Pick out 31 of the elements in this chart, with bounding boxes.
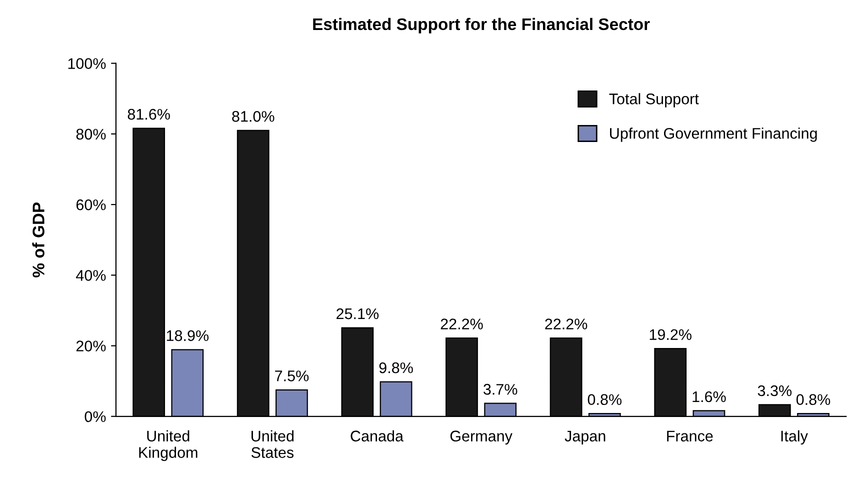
data-label: 9.8% (379, 362, 413, 374)
data-label: 18.9% (166, 330, 209, 342)
legend-label: Total Support (609, 93, 699, 108)
x-tick-label: United States (251, 430, 294, 458)
x-tick-label: France (667, 430, 713, 442)
data-label: 3.7% (484, 384, 518, 395)
data-label: 0.8% (588, 394, 622, 405)
y-tick-label: 20% (76, 340, 106, 352)
chart-title: Estimated Support for the Financial Sector (313, 18, 650, 34)
y-tick-label: 40% (76, 270, 106, 281)
x-tick-label: Germany (450, 430, 512, 445)
legend-label: Upfront Government Financing (610, 128, 817, 142)
y-axis-title: % of GDP (32, 202, 44, 278)
data-label: 81.6% (128, 108, 170, 120)
data-label: 25.1% (336, 308, 379, 320)
data-label: 3.3% (758, 385, 792, 396)
x-tick-label: Japan (564, 430, 606, 445)
data-label: 81.0% (232, 111, 274, 122)
data-label: 22.2% (440, 318, 483, 330)
y-tick-label: 80% (76, 128, 106, 140)
y-tick-label: 60% (76, 199, 106, 210)
data-label: 0.8% (796, 394, 830, 405)
data-label: 7.5% (275, 370, 309, 382)
x-tick-label: Canada (350, 430, 404, 442)
y-tick-label: 0% (84, 411, 106, 422)
data-label: 1.6% (692, 391, 726, 402)
data-label: 19.2% (650, 329, 692, 340)
y-tick-label: 100% (68, 58, 106, 69)
x-tick-label: Italy (781, 430, 808, 445)
x-tick-label: United Kingdom (139, 430, 198, 461)
data-label: 22.2% (545, 318, 588, 330)
